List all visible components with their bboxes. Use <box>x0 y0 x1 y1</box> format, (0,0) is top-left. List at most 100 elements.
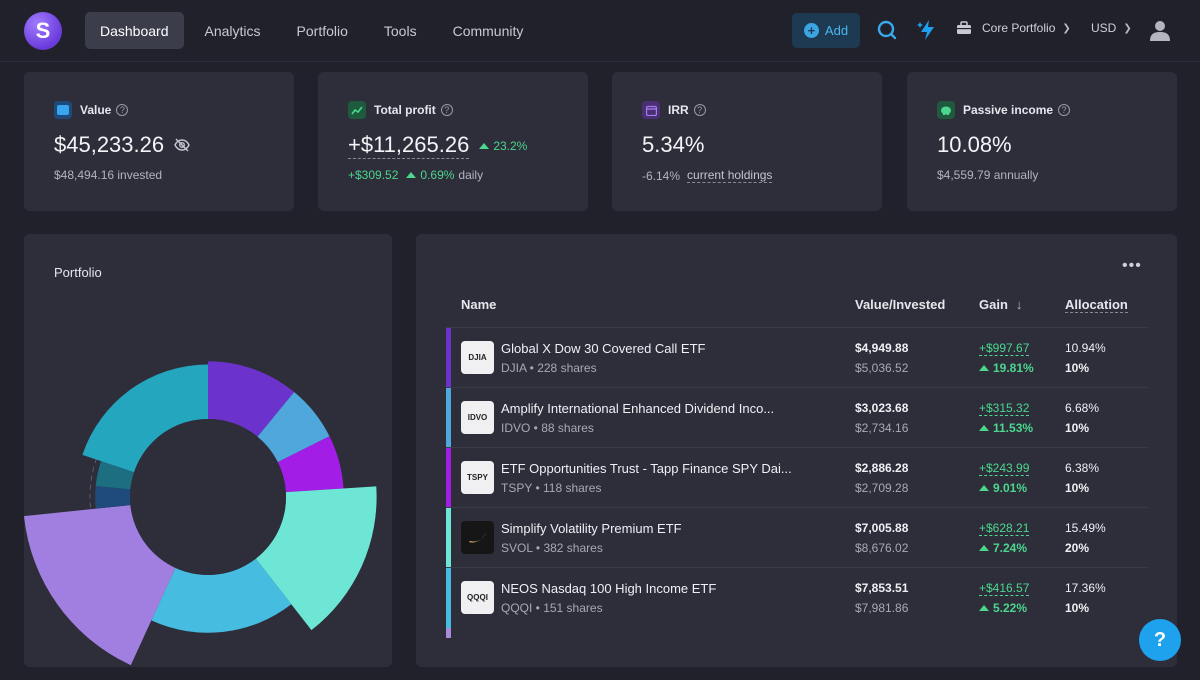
arrow-up-icon <box>979 605 989 611</box>
holding-gain[interactable]: +$315.32 <box>979 401 1030 416</box>
holding-gain-percent: 11.53% <box>993 421 1034 435</box>
column-header-name[interactable]: Name <box>461 297 497 312</box>
arrow-up-icon <box>979 545 989 551</box>
table-row[interactable]: DJIA Global X Dow 30 Covered Call ETF DJ… <box>446 327 1147 388</box>
portfolio-donut-chart[interactable] <box>24 234 392 667</box>
holding-gain[interactable]: +$416.57 <box>979 581 1030 596</box>
irr-sub-value: -6.14% <box>642 168 681 183</box>
allocation-color-bar <box>446 568 451 628</box>
holding-gain-percent: 7.24% <box>993 541 1028 555</box>
help-icon[interactable]: ? <box>116 104 129 116</box>
holding-invested: $7,981.86 <box>855 601 909 615</box>
table-row[interactable]: IDVO Amplify International Enhanced Divi… <box>446 387 1147 448</box>
daily-profit-percent: 0.69% <box>420 168 455 182</box>
irr-label: IRR <box>668 103 689 117</box>
holding-gain[interactable]: +$628.21 <box>979 521 1030 536</box>
help-icon[interactable]: ? <box>440 104 453 116</box>
holding-value: $3,023.68 <box>855 401 909 415</box>
holdings-table-card: ••• Name Value/Invested Gain ↓ Allocation… <box>416 234 1177 667</box>
donut-segment-idvo[interactable] <box>257 392 330 463</box>
ticker-logo: DJIA <box>461 341 494 374</box>
profit-amount[interactable]: +$11,265.26 <box>348 132 470 159</box>
holding-name[interactable]: Simplify Volatility Premium ETF <box>501 521 682 536</box>
holding-gain[interactable]: +$243.99 <box>979 461 1030 476</box>
add-button-label: Add <box>824 23 849 38</box>
holding-allocation: 6.38% <box>1065 461 1100 475</box>
passive-income-annual: $4,559.79 annually <box>937 168 1039 182</box>
holding-shares: QQQI • 151 shares <box>501 601 603 615</box>
donut-segment-djia[interactable] <box>208 361 295 437</box>
user-avatar-icon[interactable] <box>1148 18 1172 42</box>
currency-selector[interactable]: USD ❯ <box>1091 21 1132 35</box>
holding-name[interactable]: Amplify International Enhanced Dividend … <box>501 401 775 416</box>
table-row[interactable]: Simplify Volatility Premium ETF SVOL • 3… <box>446 507 1147 568</box>
nav-tab-tools[interactable]: Tools <box>383 22 417 39</box>
holding-allocation: 15.49% <box>1065 521 1106 535</box>
arrow-up-icon <box>406 172 417 178</box>
piggy-bank-icon <box>937 101 955 119</box>
arrow-up-icon <box>479 142 490 149</box>
column-header-gain[interactable]: Gain ↓ <box>979 297 1022 312</box>
holding-gain-percent: 5.22% <box>993 601 1028 615</box>
holding-target-allocation: 10% <box>1065 601 1090 615</box>
column-header-gain-label: Gain <box>979 297 1008 312</box>
holding-allocation: 6.68% <box>1065 401 1100 415</box>
holding-gain-percent: 9.01% <box>993 481 1028 495</box>
help-button[interactable]: ? <box>1139 619 1181 661</box>
ticker-logo: TSPY <box>461 461 494 494</box>
arrow-up-icon <box>979 425 989 431</box>
holding-invested: $2,709.28 <box>855 481 909 495</box>
holding-name[interactable]: Global X Dow 30 Covered Call ETF <box>501 341 706 356</box>
app-logo[interactable]: S <box>24 12 62 50</box>
sparkle-icon[interactable] <box>916 19 938 41</box>
holding-target-allocation: 10% <box>1065 361 1090 375</box>
nav-tab-dashboard[interactable]: Dashboard <box>85 12 184 49</box>
holding-shares: TSPY • 118 shares <box>501 481 602 495</box>
sort-arrow-down-icon: ↓ <box>1015 297 1023 312</box>
nav-tab-community[interactable]: Community <box>452 22 524 39</box>
table-row[interactable]: QQQI NEOS Nasdaq 100 High Income ETF QQQ… <box>446 567 1147 628</box>
portfolio-chart-title: Portfolio <box>54 265 102 280</box>
table-row[interactable]: TSPY ETF Opportunities Trust - Tapp Fina… <box>446 447 1147 508</box>
plus-icon: + <box>803 23 819 38</box>
donut-segment-svol[interactable] <box>255 486 377 631</box>
donut-segment[interactable] <box>95 461 135 490</box>
donut-center <box>130 419 286 575</box>
holding-value: $4,949.88 <box>855 341 909 355</box>
passive-income-card: Passive income ? 10.08% $4,559.79 annual… <box>907 72 1177 211</box>
donut-segment-qqqi[interactable] <box>151 558 292 633</box>
donut-segment[interactable] <box>24 505 176 666</box>
donut-segment[interactable] <box>82 364 208 473</box>
holding-value: $7,853.51 <box>855 581 909 595</box>
holding-name[interactable]: ETF Opportunities Trust - Tapp Finance S… <box>501 461 792 476</box>
donut-segment[interactable] <box>95 486 131 509</box>
search-icon[interactable] <box>876 19 898 41</box>
help-icon[interactable]: ? <box>693 104 706 116</box>
column-header-value[interactable]: Value/Invested <box>855 297 946 312</box>
holding-gain[interactable]: +$997.67 <box>979 341 1030 356</box>
portfolio-chart-card: Portfolio <box>24 234 392 667</box>
irr-current-holdings-link[interactable]: current holdings <box>687 168 773 183</box>
nav-tab-analytics[interactable]: Analytics <box>204 22 261 39</box>
irr-amount: 5.34% <box>642 132 705 157</box>
holding-shares: IDVO • 88 shares <box>501 421 594 435</box>
portfolio-selector[interactable]: Core Portfolio ❯ <box>956 21 1071 35</box>
value-card: Value ? $45,233.26 $48,494.16 invested <box>24 72 294 211</box>
more-options-icon[interactable]: ••• <box>1122 257 1142 274</box>
value-label: Value <box>80 103 112 117</box>
ticker-logo: QQQI <box>461 581 494 614</box>
ticker-logo: IDVO <box>461 401 494 434</box>
help-icon[interactable]: ? <box>1058 104 1071 116</box>
holding-gain-percent: 19.81% <box>993 361 1034 375</box>
chevron-down-icon: ❯ <box>1062 22 1071 34</box>
total-profit-card: Total profit ? +$11,265.26 23.2% +$309.5… <box>318 72 588 211</box>
next-row-color-bar <box>446 628 451 638</box>
column-header-allocation[interactable]: Allocation <box>1065 297 1128 313</box>
add-button[interactable]: + Add <box>792 13 860 48</box>
donut-segment-tspy[interactable] <box>277 436 344 493</box>
holding-name[interactable]: NEOS Nasdaq 100 High Income ETF <box>501 581 717 596</box>
holding-target-allocation: 10% <box>1065 421 1090 435</box>
main-nav: Dashboard Analytics Portfolio Tools Comm… <box>85 12 544 49</box>
nav-tab-portfolio[interactable]: Portfolio <box>296 22 348 39</box>
eye-slash-icon[interactable] <box>174 138 190 152</box>
